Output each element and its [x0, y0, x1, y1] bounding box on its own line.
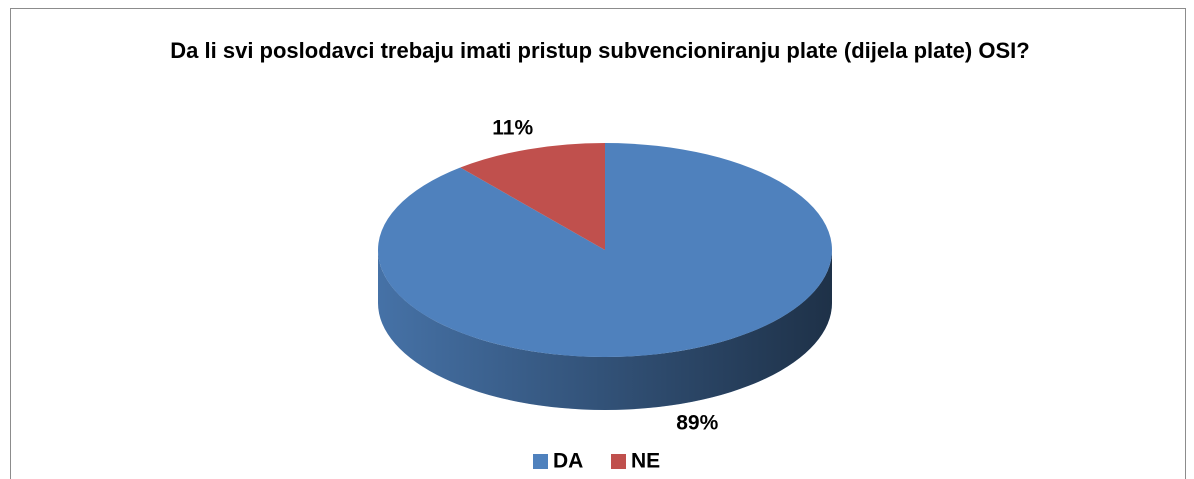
data-label: 11%	[492, 117, 533, 140]
legend-swatch	[611, 454, 626, 469]
legend-swatch	[533, 454, 548, 469]
chart-title: Da li svi poslodavci trebaju imati prist…	[170, 38, 1030, 63]
pie-side-shade	[378, 250, 832, 410]
chart-border	[10, 8, 1186, 479]
pie-slice	[460, 143, 605, 250]
legend-label: NE	[631, 450, 660, 473]
legend-label: DA	[553, 450, 583, 473]
data-label: 89%	[676, 411, 718, 434]
